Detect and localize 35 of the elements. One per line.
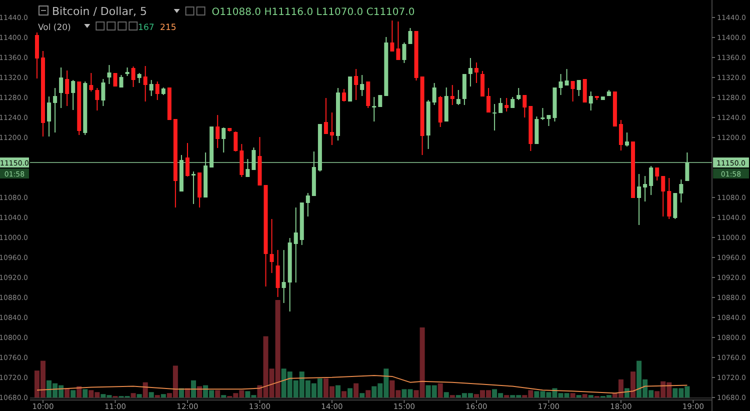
candlestick [492,104,497,130]
candlestick [294,208,298,282]
bar [82,389,88,398]
bar [360,393,365,398]
candlestick [372,97,376,122]
bar [148,392,154,398]
candlestick [192,172,196,204]
annotation: O11088.0 H11116.0 L11070.0 C11107.0 [212,7,415,18]
bar [342,391,347,398]
candlestick [270,219,274,273]
bar [570,393,576,398]
candlestick [540,108,545,120]
bar [336,385,341,398]
bar [354,383,359,398]
candlestick [643,176,648,202]
candlestick [450,85,454,105]
chart-title: Vol (20) [38,23,71,33]
bar [130,393,136,398]
bar [191,380,196,398]
annotation: 167 [138,23,154,33]
bar [136,394,142,398]
bar [630,372,636,398]
candlestick [53,88,58,132]
bar [444,392,449,398]
bar [582,394,588,398]
candlestick [282,250,286,303]
bar [366,390,371,398]
bar [70,390,76,398]
annotation: 215 [160,23,176,33]
text: Bitcoin / Dollar, 5 [52,5,147,18]
candlestick [330,112,334,145]
bar [215,390,220,398]
bar [438,383,443,398]
bar [348,388,353,398]
bar [160,394,166,398]
